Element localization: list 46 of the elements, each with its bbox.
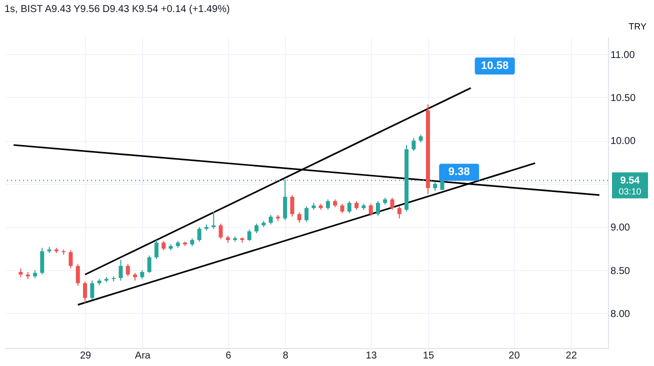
candlestick [68,250,73,270]
candlestick [368,203,373,216]
y-tick-label: 9.00 [610,222,630,234]
x-tick-label: 13 [366,350,378,362]
candlestick [290,194,294,218]
candlestick [347,200,352,214]
y-tick-label: 11.00 [610,50,636,61]
candlestick [118,259,123,282]
candlestick [268,214,273,225]
y-tick-label: 8.00 [610,308,630,320]
candlestick [390,197,394,210]
text: 03:10 [618,186,642,196]
candlestick [154,240,158,260]
y-tick-label: 8.50 [610,266,630,277]
candlestick [218,223,223,240]
x-tick-label: 8 [282,350,289,362]
candlestick [126,264,130,277]
y-axis-title: TRY [628,22,646,32]
x-tick-label: 20 [508,350,520,362]
candlestick [376,200,380,216]
chart-title: 1s, BIST A9.43 Y9.56 D9.43 K9.54 +0.14 (+1.49%) [4,4,230,15]
x-tick-label: 29 [80,350,92,362]
candlestick [297,212,302,224]
x-tick-label: 22 [566,350,578,362]
candlestick [162,240,166,251]
candlestick [340,203,344,214]
candlestick [147,255,152,274]
candlestick [326,198,330,210]
annotation: 9.38 [448,166,470,178]
x-tick-label: 15 [422,350,434,362]
x-tick-label: Ara [134,350,151,362]
candlestick [254,223,258,234]
candlestick [412,138,416,152]
candlestick [247,229,252,242]
ref-line-label: 9.54 [620,175,640,186]
y-tick-label: 10.50 [610,92,636,104]
candlestick [397,206,402,219]
candlestick [197,226,202,242]
y-tick-label: 10.00 [610,136,636,148]
x-tick-label: 6 [226,350,232,362]
candlestick [90,280,94,300]
candlestick [304,206,308,222]
annotation: 10.58 [481,60,509,72]
candlestick [76,264,80,286]
candlestick [40,247,44,276]
candlestick [83,280,88,304]
